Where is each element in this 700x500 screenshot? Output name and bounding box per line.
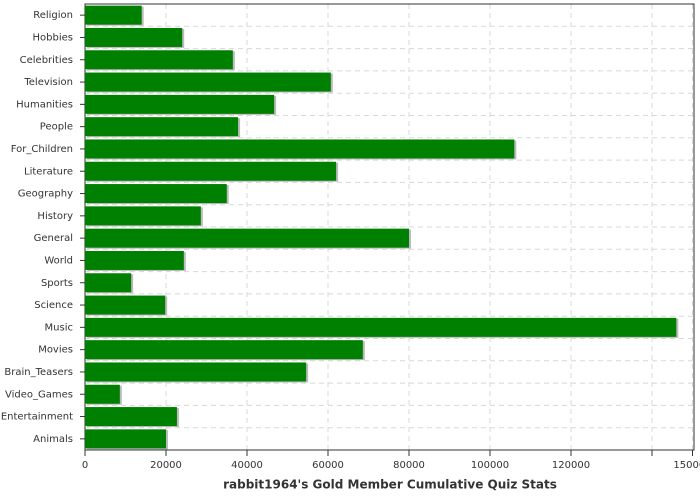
- bar: [85, 250, 184, 270]
- bar: [85, 117, 239, 137]
- bar: [85, 429, 166, 449]
- bar: [85, 317, 677, 337]
- y-tick-label: Celebrities: [20, 55, 73, 66]
- y-tick-label: Music: [45, 322, 73, 333]
- x-tick-label: 0: [82, 460, 88, 471]
- bar: [85, 228, 409, 248]
- bar: [85, 362, 307, 382]
- y-tick-label: Humanities: [16, 99, 73, 110]
- y-tick-label: Video_Games: [5, 389, 73, 400]
- x-tick-label: 150000: [673, 460, 700, 471]
- bar: [85, 407, 177, 427]
- bar: [85, 206, 201, 226]
- y-tick-label: Geography: [18, 189, 73, 200]
- y-tick-label: Television: [23, 77, 73, 88]
- y-tick-label: People: [40, 122, 73, 133]
- bar: [85, 50, 233, 70]
- x-tick-label: 120000: [552, 460, 590, 471]
- y-tick-label: Hobbies: [33, 32, 73, 43]
- y-tick-label: For_Children: [11, 144, 73, 155]
- bar: [85, 340, 363, 360]
- y-tick-label: World: [44, 255, 73, 266]
- bar: [85, 5, 142, 25]
- chart-title: rabbit1964's Gold Member Cumulative Quiz…: [223, 478, 557, 492]
- bar: [85, 139, 515, 159]
- y-tick-label: Sports: [41, 278, 73, 289]
- bar: [85, 184, 227, 204]
- bar: [85, 72, 331, 92]
- y-tick-label: History: [37, 211, 73, 222]
- x-tick-label: 20000: [150, 460, 182, 471]
- y-tick-label: Religion: [33, 10, 73, 21]
- y-tick-label: Brain_Teasers: [4, 367, 73, 378]
- bar: [85, 384, 120, 404]
- x-tick-label: 40000: [231, 460, 263, 471]
- y-tick-label: Animals: [33, 434, 73, 445]
- y-tick-label: Entertainment: [1, 412, 73, 423]
- x-tick-label: 80000: [393, 460, 425, 471]
- plot-frame: [84, 3, 695, 451]
- bar: [85, 94, 275, 114]
- bar: [85, 161, 337, 181]
- bar: [85, 273, 132, 293]
- x-tick-label: 100000: [471, 460, 509, 471]
- bar: [85, 295, 166, 315]
- bar: [85, 27, 183, 47]
- x-tick-label: 60000: [312, 460, 344, 471]
- y-tick-label: Movies: [38, 345, 73, 356]
- y-tick-label: Literature: [24, 166, 73, 177]
- y-tick-label: Science: [34, 300, 73, 311]
- y-tick-label: General: [34, 233, 73, 244]
